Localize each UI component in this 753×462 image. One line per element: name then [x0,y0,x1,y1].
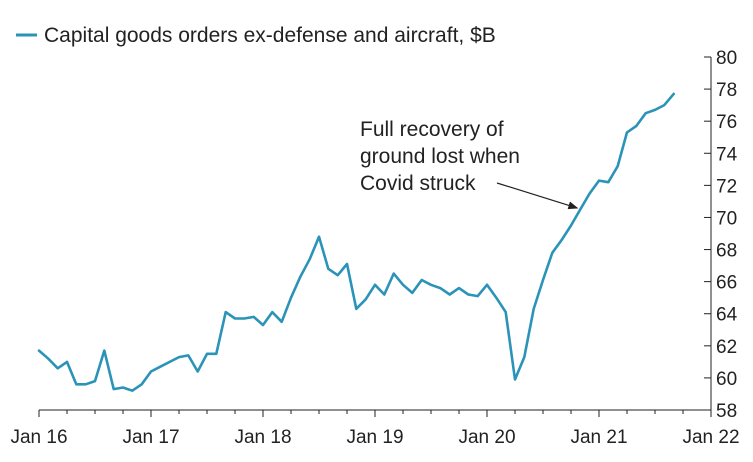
y-tick-label: 66 [716,273,737,294]
x-tick-label: Jan 16 [10,427,67,448]
y-axis: 58 60 62 64 66 68 70 72 74 76 78 80 [704,48,738,422]
x-tick-label: Jan 17 [122,427,179,448]
annotation-line-2: ground lost when [360,145,520,168]
y-tick-label: 60 [716,369,737,390]
y-tick-label: 58 [716,401,737,422]
x-tick-label: Jan 18 [234,427,291,448]
y-tick-label: 80 [716,48,737,69]
y-tick-label: 72 [716,176,737,197]
x-axis: Jan 16 Jan 17 Jan 18 Jan 19 Jan 20 Jan 21 Jan … [10,409,740,448]
series-line [37,92,675,392]
legend: Capital goods orders ex-defense and airc… [16,24,496,47]
x-tick-label: Jan 21 [570,427,627,448]
series-layer [37,92,675,392]
y-tick-label: 62 [716,337,737,358]
annotation-line-1: Full recovery of [360,118,504,141]
y-tick-label: 76 [716,112,737,133]
x-tick-label: Jan 19 [346,427,403,448]
y-tick-label: 78 [716,80,737,101]
y-tick-label: 74 [716,144,738,165]
annotation-arrow [496,182,579,210]
x-tick-label: Jan 20 [458,427,515,448]
y-tick-label: 70 [716,208,737,229]
legend-label: Capital goods orders ex-defense and airc… [44,24,496,47]
y-tick-label: 68 [716,241,737,262]
x-tick-label: Jan 22 [682,427,739,448]
annotation-line-3: Covid struck [360,172,476,195]
annotation: Full recovery of ground lost when Covid … [360,118,579,210]
y-tick-label: 64 [716,305,738,326]
